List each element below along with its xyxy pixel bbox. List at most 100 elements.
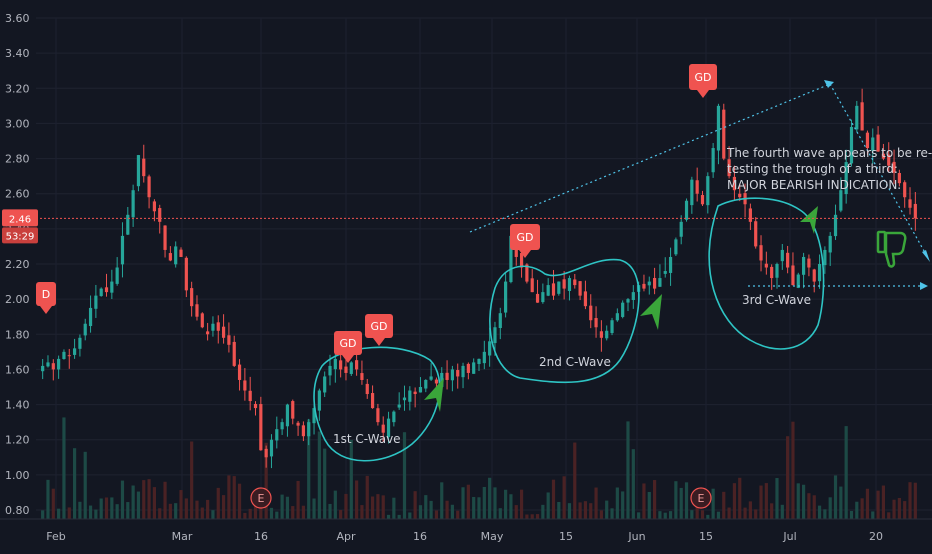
candle-body: [589, 305, 593, 321]
candle-body: [722, 109, 726, 159]
candle-body: [301, 425, 305, 437]
volume-bar: [770, 503, 774, 519]
volume-bar: [748, 501, 752, 519]
y-tick-label: 3.00: [5, 117, 30, 130]
volume-bar: [504, 489, 508, 519]
volume-bar: [147, 479, 151, 519]
candle-body: [259, 404, 263, 451]
wave-outlines: [313, 197, 825, 462]
event-marker[interactable]: GD: [334, 331, 362, 363]
candle-body: [551, 283, 556, 296]
candle-body: [99, 288, 103, 297]
volume-bar: [301, 505, 305, 519]
volume-bar: [456, 510, 460, 519]
volume-bar: [200, 507, 204, 519]
x-tick-label: 15: [559, 530, 573, 543]
volume-bar: [535, 514, 540, 519]
volume-bar: [615, 487, 619, 519]
candle-body: [200, 313, 204, 328]
candle-body: [833, 214, 838, 237]
volume-bar: [658, 511, 662, 519]
candle-body: [429, 376, 433, 380]
y-tick-label: 3.20: [5, 82, 30, 95]
candle-body: [903, 182, 907, 198]
volume-bar: [115, 504, 119, 519]
candle-body: [855, 105, 859, 130]
candle-body: [801, 256, 806, 275]
volume-bar: [488, 477, 492, 519]
annotation-line-3: MAJOR BEARISH INDICATION.: [727, 178, 901, 192]
volume-bar: [551, 479, 556, 519]
candle-body: [365, 383, 369, 395]
candle-body: [216, 322, 220, 331]
volume-bar: [472, 496, 476, 519]
candle-body: [221, 326, 226, 338]
volume-bar: [429, 500, 433, 519]
candle-body: [876, 134, 880, 152]
candle-body: [498, 313, 502, 329]
volume-bar: [775, 478, 779, 519]
volume-bar: [801, 484, 806, 519]
volume-bar: [796, 483, 800, 519]
y-tick-label: 0.80: [5, 504, 30, 517]
candle-body: [892, 161, 896, 173]
candle-body: [679, 221, 683, 237]
volume-bar: [280, 494, 284, 519]
volume-bar: [828, 497, 832, 519]
volume-bar: [174, 503, 178, 519]
candle-body: [621, 302, 625, 317]
volume-bar: [881, 485, 886, 519]
candle-body: [653, 278, 657, 289]
event-marker[interactable]: GD: [689, 64, 717, 98]
candle-body: [828, 235, 832, 253]
volume-bar: [142, 480, 146, 519]
y-tick-label: 1.40: [5, 399, 30, 412]
candle-body: [477, 358, 481, 364]
volume-bar: [184, 498, 188, 519]
x-tick-label: 16: [413, 530, 427, 543]
volume-bar: [599, 510, 603, 519]
candle-body: [668, 256, 673, 273]
candle-body: [392, 411, 396, 423]
volume-bar: [349, 439, 353, 519]
event-marker[interactable]: GD: [510, 224, 540, 258]
volume-bar: [285, 496, 290, 519]
candle-body: [493, 327, 497, 344]
candle-body: [865, 132, 870, 149]
candle-body: [163, 225, 167, 250]
candle-body: [184, 257, 188, 291]
x-tick-label: 20: [869, 530, 883, 543]
event-marker[interactable]: D: [36, 282, 56, 314]
earnings-marker[interactable]: E: [250, 487, 272, 509]
earnings-label: E: [698, 492, 705, 505]
candle-body: [317, 390, 321, 411]
volume-bar: [716, 511, 721, 519]
green-arrows: [424, 206, 818, 412]
candle-body: [445, 372, 449, 380]
volume-bar: [860, 498, 864, 519]
volume-bar: [754, 509, 758, 519]
countdown-label: 53:29: [6, 231, 35, 242]
candle-body: [349, 362, 353, 374]
volume-bar: [679, 487, 683, 519]
event-markers: D GD GD GD GD: [36, 64, 717, 363]
volume-bar: [626, 421, 630, 519]
candle-body: [770, 266, 774, 279]
candle-body: [110, 281, 114, 293]
volume-bar: [386, 514, 391, 519]
event-marker[interactable]: GD: [365, 314, 393, 346]
volume-bar: [110, 497, 114, 519]
volume-bar: [381, 495, 385, 519]
earnings-marker[interactable]: E: [690, 487, 712, 509]
candle-body: [461, 365, 465, 378]
annotation-line-1: The fourth wave appears to be re-: [726, 146, 932, 160]
volume-bar: [706, 514, 710, 519]
candle-body: [386, 418, 391, 438]
y-axis: 3.603.403.203.002.802.602.402.202.001.80…: [5, 12, 30, 517]
volume-bar: [849, 510, 854, 519]
volume-bar: [732, 483, 737, 519]
candle-body: [796, 274, 800, 288]
volume-bar: [764, 483, 768, 519]
volume-bar: [610, 508, 614, 519]
